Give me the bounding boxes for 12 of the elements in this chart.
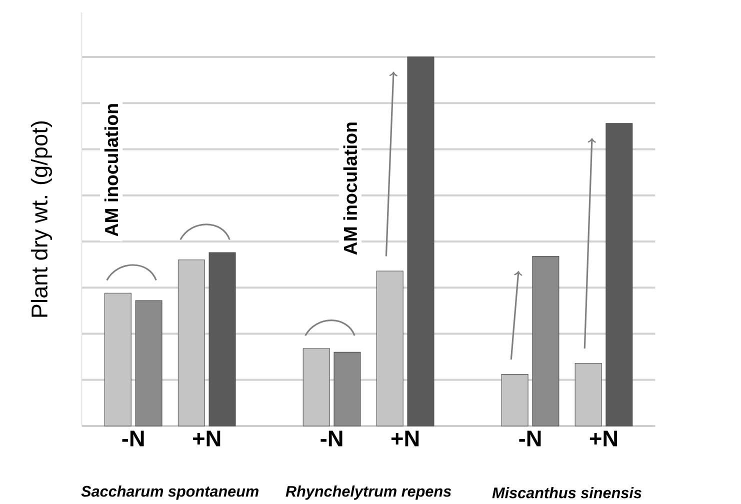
text: Saccharum spontaneum [81,485,258,500]
x-tick-label: +N [391,430,419,446]
text: Miscanthus sinensis [492,486,642,498]
x-tick-label: +N [590,430,618,446]
x-tick-label: +N [193,430,220,446]
text: Rhynchelytrum repens [286,485,452,500]
annotation: AM inoculation [104,104,118,236]
annotation: AM inoculation [343,122,358,255]
x-tick-label: -N [320,430,342,446]
y-axis-title: Plant dry wt. (g/pot) [30,121,52,317]
x-tick-label: -N [122,430,144,446]
x-tick-label: -N [519,430,541,446]
